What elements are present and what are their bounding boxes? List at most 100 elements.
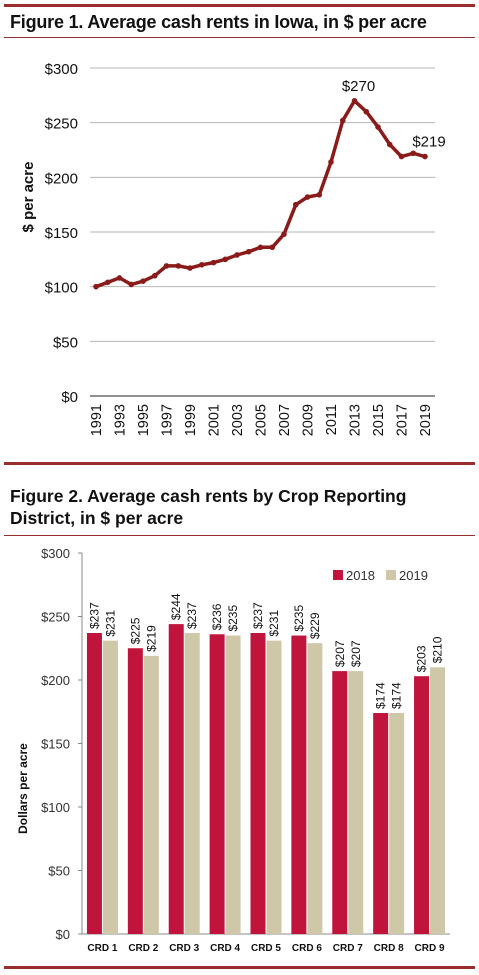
x-tick-label: CRD 2 <box>128 943 158 954</box>
figure1-title: Figure 1. Average cash rents in Iowa, in… <box>10 12 427 32</box>
x-tick-label: 1991 <box>89 404 105 436</box>
data-point <box>375 124 381 130</box>
y-axis-title: $ per acre <box>20 162 37 233</box>
data-point <box>398 153 405 160</box>
bar-value-label: $244 <box>169 593 183 620</box>
legend-label-2018: 2018 <box>346 568 375 583</box>
bar-value-label: $219 <box>144 625 158 652</box>
bar-value-label: $207 <box>333 640 347 667</box>
data-point <box>116 275 123 281</box>
y-tick-label: $200 <box>45 170 78 187</box>
legend-swatch-2019 <box>386 570 396 580</box>
figure2-title-rule <box>4 535 475 536</box>
bar-value-label: $237 <box>185 602 199 629</box>
data-point <box>210 259 217 266</box>
y-tick-label: $150 <box>45 225 78 242</box>
figure1-line-chart: $0 $50 $100 $150 $200 $250 $300 $ per acre 1991 1… <box>20 61 446 436</box>
top-rule <box>4 4 475 7</box>
y-tick-label: $250 <box>45 116 78 133</box>
data-point <box>269 244 276 251</box>
bar-2018 <box>168 624 184 934</box>
bar-value-label: $174 <box>374 682 388 709</box>
bar-2018 <box>250 633 266 934</box>
bar-value-label: $237 <box>87 602 101 629</box>
bar-2019 <box>266 640 282 934</box>
data-point <box>234 252 240 258</box>
bar-value-label: $237 <box>251 602 265 629</box>
y-tick-label: $50 <box>48 864 70 879</box>
data-point <box>363 108 370 115</box>
data-point <box>128 281 135 288</box>
bar-value-label: $235 <box>226 605 240 632</box>
bar-2019 <box>143 655 159 934</box>
bar-2019 <box>348 671 364 934</box>
x-tick-label: 2017 <box>395 404 411 436</box>
data-point <box>198 262 205 268</box>
x-tick-label: 2015 <box>371 404 387 436</box>
x-tick-label: 2005 <box>254 404 270 436</box>
data-point <box>316 192 323 198</box>
bar-value-label: $229 <box>308 612 322 639</box>
data-point <box>351 98 358 104</box>
legend-label-2019: 2019 <box>399 568 428 583</box>
data-point <box>163 263 170 269</box>
x-tick-label: 1999 <box>183 404 199 436</box>
x-tick-label: 2011 <box>324 404 340 435</box>
y-tick-label: $200 <box>41 673 70 688</box>
x-tick-label: CRD 4 <box>210 943 240 954</box>
bar-value-label: $174 <box>390 682 404 709</box>
y-tick-label: $300 <box>45 61 78 78</box>
data-point <box>104 279 111 286</box>
bar-2018 <box>127 648 143 934</box>
data-point <box>281 231 287 237</box>
bar-2019 <box>430 667 446 934</box>
bar-2019 <box>184 633 200 934</box>
data-label: $219 <box>412 134 445 151</box>
data-point <box>328 159 334 165</box>
y-tick-label: $250 <box>41 610 70 625</box>
bar-2019 <box>102 640 118 934</box>
x-tick-label: 2013 <box>348 404 364 436</box>
x-tick-label: 2019 <box>418 404 434 436</box>
y-tick-label: $150 <box>41 737 70 752</box>
section-divider-rule <box>4 462 475 465</box>
data-point <box>151 272 158 279</box>
bar-2019 <box>389 713 405 934</box>
data-point <box>257 244 264 251</box>
bar-value-label: $203 <box>415 645 429 672</box>
data-point <box>140 278 146 285</box>
data-point <box>410 150 417 157</box>
data-point <box>339 117 346 124</box>
data-point <box>304 194 311 200</box>
bar-2018 <box>414 676 430 934</box>
x-tick-label: 2003 <box>230 404 246 436</box>
y-tick-label: $100 <box>45 280 78 297</box>
bar-value-label: $207 <box>349 640 363 667</box>
x-tick-label: 1993 <box>113 404 129 436</box>
x-tick-label: 2001 <box>207 404 223 436</box>
data-point <box>422 153 428 160</box>
x-tick-label: CRD 5 <box>251 943 281 954</box>
bar-value-label: $210 <box>431 636 445 663</box>
bar-2018 <box>373 713 389 934</box>
data-point <box>187 265 193 271</box>
data-point <box>245 248 252 255</box>
figure2-title: Figure 2. Average cash rents by Crop Rep… <box>10 486 407 528</box>
figure1-title-rule <box>4 37 475 38</box>
bar-2018 <box>332 671 348 934</box>
bar-2019 <box>225 635 241 934</box>
bar-value-label: $225 <box>128 617 142 644</box>
bottom-rule <box>4 966 475 969</box>
bar-value-label: $231 <box>103 610 117 637</box>
data-label: $270 <box>342 78 375 95</box>
bar-value-label: $235 <box>292 605 306 632</box>
x-tick-label: 2009 <box>301 404 317 436</box>
y-tick-label: $100 <box>41 800 70 815</box>
data-point <box>175 263 182 269</box>
data-point <box>93 283 99 290</box>
bar-2018 <box>291 635 307 934</box>
bar-2018 <box>86 633 102 934</box>
y-tick-label: $0 <box>61 389 78 406</box>
x-tick-label: CRD 1 <box>87 943 117 954</box>
